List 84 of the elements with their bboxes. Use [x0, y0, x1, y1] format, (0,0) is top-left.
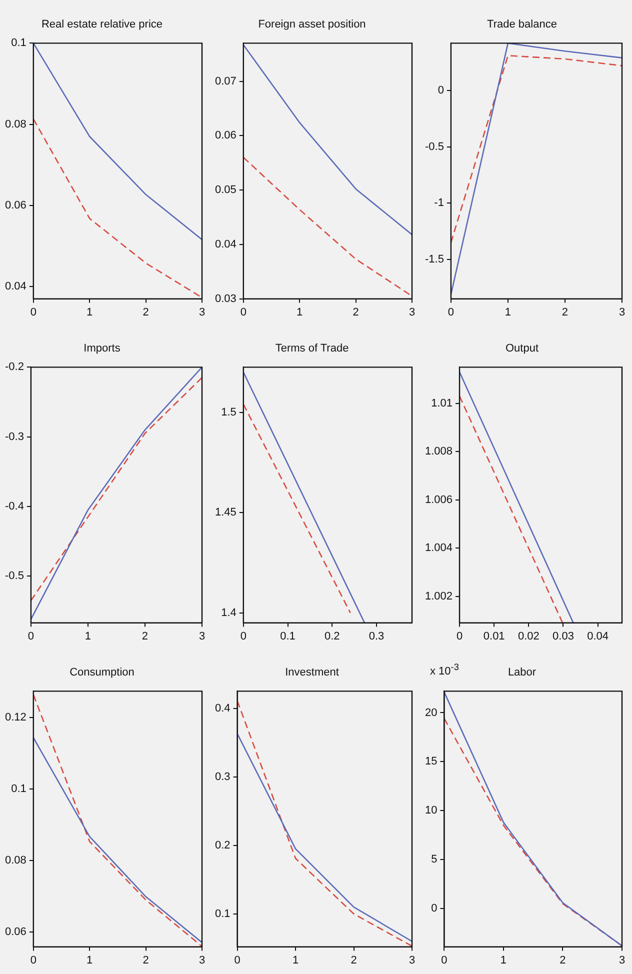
- y-tick-label: 0.06: [4, 200, 26, 212]
- x-tick-label: 0: [240, 630, 246, 642]
- x-tick-label: 3: [408, 306, 416, 318]
- y-tick-label: 1.002: [424, 590, 453, 602]
- y-tick-label: 0.05: [214, 184, 236, 196]
- y-tick-label: 0: [438, 84, 444, 97]
- x-tick-label: 3: [198, 306, 206, 318]
- x-tick-label: 1: [84, 630, 92, 642]
- x-tick-label: 2: [142, 954, 149, 966]
- chart-title: Real estate relative price: [41, 18, 163, 31]
- line-series: [243, 156, 412, 297]
- x-tick-label: 1: [500, 954, 507, 966]
- y-tick-label: 0.06: [4, 926, 26, 938]
- x-tick-label: 0.2: [324, 630, 340, 642]
- y-tick-label: -1: [434, 197, 444, 210]
- y-tick-label: -0.5: [4, 570, 24, 582]
- chart-title: Consumption: [70, 666, 134, 679]
- x-tick-label: 2: [142, 630, 148, 642]
- x-tick-label: 0.04: [587, 630, 609, 642]
- x-tick-label: 1: [296, 306, 303, 318]
- chart-title: Labor: [508, 666, 536, 679]
- x-tick-label: 0.1: [280, 630, 296, 642]
- y-tick-label: 1.01: [431, 397, 453, 410]
- y-tick-label: 1.45: [214, 506, 236, 519]
- text: x 10$^{-3}$: [430, 662, 459, 678]
- y-tick-label: 0.1: [11, 37, 26, 50]
- line-series: [450, 54, 622, 244]
- y-tick-label: 1.5: [221, 406, 236, 418]
- y-tick-label: 0.1: [11, 782, 26, 795]
- x-tick-label: 3: [618, 954, 626, 966]
- x-tick-label: 2: [142, 306, 149, 318]
- chart-title: Foreign asset position: [258, 18, 366, 31]
- y-tick-label: 0.03: [214, 292, 236, 305]
- x-tick-label: 2: [560, 954, 566, 966]
- y-tick-label: 0.3: [214, 770, 230, 783]
- y-tick-label: 1.008: [424, 446, 453, 458]
- x-tick-label: 3: [198, 630, 206, 642]
- y-tick-label: 0.08: [4, 854, 26, 867]
- y-tick-label: 0.04: [4, 280, 26, 293]
- x-tick-label: 2: [352, 306, 359, 318]
- x-tick-label: 0.02: [518, 630, 540, 642]
- x-tick-label: 0: [240, 306, 246, 318]
- y-tick-label: 0.12: [4, 711, 26, 724]
- x-tick-label: 2: [350, 954, 357, 966]
- y-tick-label: 0.06: [214, 130, 236, 142]
- chart-title: Terms of Trade: [275, 342, 349, 355]
- x-tick-label: 0.3: [368, 630, 384, 642]
- y-tick-label: -0.5: [424, 140, 444, 153]
- x-tick-label: 0.01: [483, 630, 505, 642]
- y-tick-label: 0.08: [4, 118, 26, 130]
- x-tick-label: 3: [198, 954, 206, 966]
- chart-title: Imports: [84, 342, 121, 355]
- y-tick-label: 0.2: [214, 839, 230, 852]
- x-tick-label: 3: [618, 306, 626, 318]
- y-tick-label: 1.4: [221, 606, 236, 619]
- x-tick-label: 3: [408, 954, 416, 966]
- x-tick-label: 1: [86, 306, 93, 318]
- x-tick-label: 0: [456, 630, 463, 642]
- y-tick-label: 1.004: [424, 542, 453, 554]
- x-tick-label: 0.03: [552, 630, 574, 642]
- y-tick-label: 0.07: [214, 75, 236, 88]
- x-tick-label: 1: [86, 954, 93, 966]
- y-tick-label: 10: [424, 804, 438, 817]
- y-tick-label: 1.006: [424, 494, 453, 506]
- y-tick-label: -0.4: [4, 500, 24, 513]
- chart-title: Investment: [285, 666, 339, 679]
- x-tick-label: 0: [30, 306, 36, 318]
- y-tick-label: 15: [424, 756, 438, 768]
- y-tick-label: 0.04: [214, 238, 236, 250]
- chart-title: Output: [505, 342, 539, 355]
- y-tick-label: -1.5: [424, 253, 444, 266]
- y-tick-label: 0.1: [214, 908, 230, 920]
- y-tick-label: -0.2: [4, 361, 24, 374]
- x-tick-label: 2: [562, 306, 568, 318]
- x-tick-label: 1: [504, 306, 512, 318]
- y-tick-label: 20: [424, 706, 438, 719]
- chart-title: Trade balance: [487, 18, 557, 31]
- y-tick-label: 5: [431, 854, 438, 866]
- y-tick-label: 0.4: [214, 702, 230, 714]
- x-tick-label: 1: [292, 954, 299, 966]
- x-tick-label: 0: [28, 630, 34, 642]
- x-tick-label: 0: [30, 954, 36, 966]
- y-tick-label: 0: [431, 902, 438, 915]
- y-tick-label: -0.3: [4, 430, 24, 443]
